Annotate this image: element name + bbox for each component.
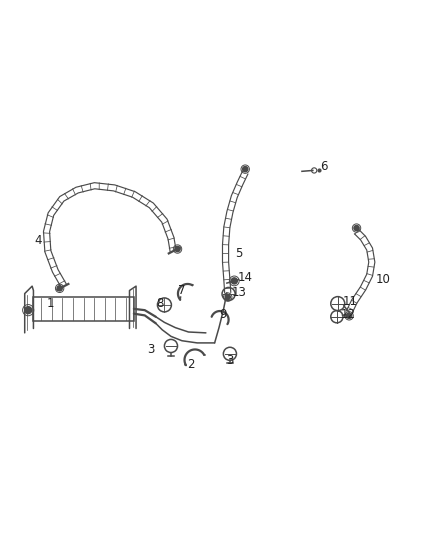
Circle shape <box>346 313 352 318</box>
Circle shape <box>231 278 237 284</box>
Text: 11: 11 <box>343 295 357 308</box>
Text: 1: 1 <box>47 297 55 310</box>
Circle shape <box>243 166 248 172</box>
Text: 4: 4 <box>34 234 42 247</box>
Text: 5: 5 <box>235 247 242 260</box>
Text: 2: 2 <box>187 358 194 372</box>
Text: 6: 6 <box>320 159 328 173</box>
Text: 3: 3 <box>148 343 155 356</box>
Circle shape <box>175 246 180 252</box>
Text: 8: 8 <box>156 297 164 310</box>
Bar <box>33 297 134 321</box>
Circle shape <box>25 306 32 313</box>
Circle shape <box>57 286 62 291</box>
Text: 3: 3 <box>226 354 233 367</box>
Text: 14: 14 <box>238 271 253 284</box>
Text: 7: 7 <box>178 284 186 297</box>
Text: 9: 9 <box>219 308 227 321</box>
Text: 12: 12 <box>340 308 355 321</box>
Text: 13: 13 <box>231 286 246 299</box>
Text: 10: 10 <box>375 273 390 286</box>
Circle shape <box>225 294 230 300</box>
Circle shape <box>354 225 359 231</box>
